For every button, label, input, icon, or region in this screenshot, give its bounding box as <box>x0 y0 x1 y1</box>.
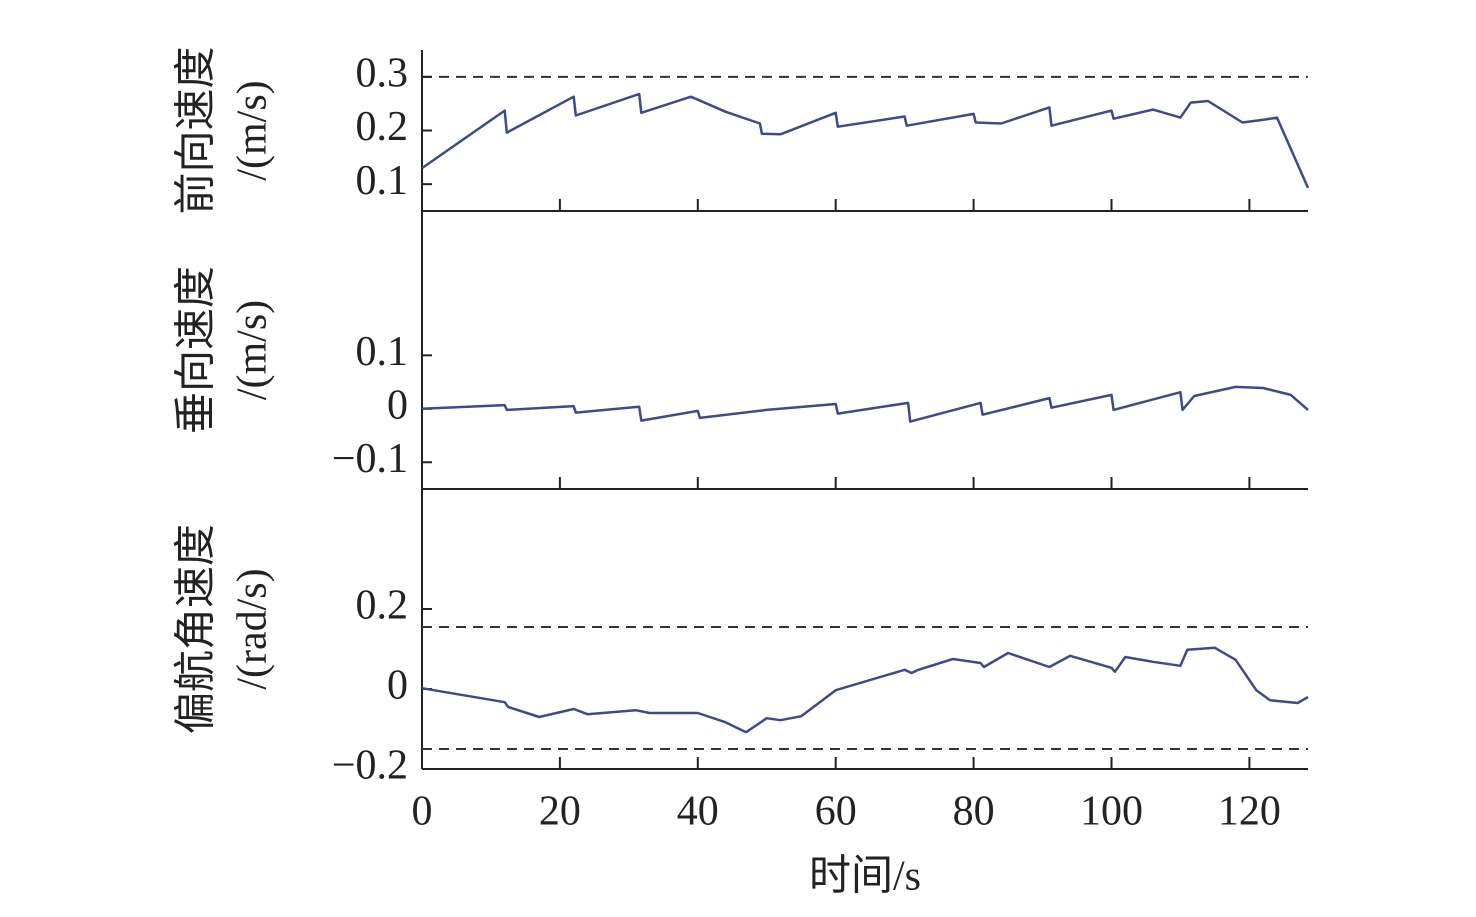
y-tick-label: 0.2 <box>356 583 409 629</box>
y-axis-label: /(m/s) <box>230 80 276 180</box>
x-tick-label: 120 <box>1218 789 1281 835</box>
x-tick-label: 0 <box>412 789 433 835</box>
y-axis-label: 偏航角速度 <box>173 524 220 734</box>
x-tick-label: 20 <box>539 789 581 835</box>
y-tick-label: 0.2 <box>356 104 409 150</box>
x-tick-label: 40 <box>677 789 719 835</box>
data-line <box>421 385 1309 423</box>
y-tick-label: −0.1 <box>332 436 408 482</box>
data-line <box>421 646 1309 734</box>
x-tick-label: 100 <box>1080 789 1143 835</box>
y-axis-label: /(m/s) <box>230 300 276 400</box>
data-line <box>421 92 1310 189</box>
y-tick-label: 0.1 <box>356 329 409 375</box>
x-tick-label: 60 <box>815 789 857 835</box>
x-tick-label: 80 <box>953 789 995 835</box>
y-tick-label: 0.1 <box>356 158 409 204</box>
y-axis-label: 前向速度 <box>174 46 220 214</box>
y-tick-label: 0 <box>387 382 408 428</box>
y-axis-label: 垂向速度 <box>174 266 220 434</box>
y-tick-label: −0.2 <box>332 743 408 789</box>
y-tick-label: 0 <box>387 663 408 709</box>
y-axis-label: /(rad/s) <box>230 568 276 689</box>
y-tick-label: 0.3 <box>356 50 409 96</box>
x-axis-label: 时间/s <box>809 854 921 900</box>
